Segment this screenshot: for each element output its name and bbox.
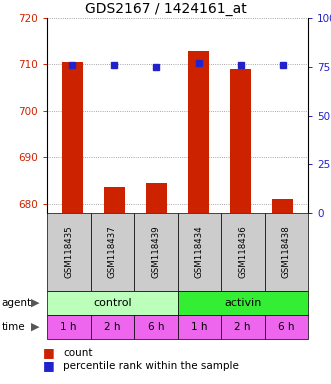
Text: GSM118434: GSM118434 (195, 226, 204, 278)
Text: time: time (2, 322, 25, 332)
Text: ■: ■ (43, 359, 55, 372)
Text: GSM118438: GSM118438 (282, 226, 291, 278)
Text: ▶: ▶ (30, 322, 39, 332)
Text: 1 h: 1 h (61, 322, 77, 332)
Text: GSM118437: GSM118437 (108, 226, 117, 278)
Bar (264, 213, 308, 291)
Bar (177, 213, 221, 291)
Bar (221, 315, 264, 339)
Bar (221, 213, 264, 291)
Bar (90, 315, 134, 339)
Bar (230, 69, 251, 213)
Text: GSM118439: GSM118439 (151, 226, 160, 278)
Bar (104, 187, 125, 213)
Text: GDS2167 / 1424161_at: GDS2167 / 1424161_at (85, 2, 246, 16)
Text: GSM118436: GSM118436 (238, 226, 247, 278)
Text: ■: ■ (43, 346, 55, 359)
Text: agent: agent (2, 298, 32, 308)
Text: ▶: ▶ (30, 298, 39, 308)
Bar (90, 213, 134, 291)
Text: 6 h: 6 h (148, 322, 164, 332)
Bar (264, 315, 308, 339)
Bar (47, 213, 90, 291)
Text: GSM118435: GSM118435 (64, 226, 73, 278)
Text: 2 h: 2 h (234, 322, 251, 332)
Bar (177, 291, 308, 315)
Text: 6 h: 6 h (278, 322, 295, 332)
Text: activin: activin (224, 298, 261, 308)
Bar (188, 51, 209, 213)
Bar (62, 62, 83, 213)
Bar (272, 199, 293, 213)
Bar (146, 183, 167, 213)
Bar (134, 315, 177, 339)
Text: 1 h: 1 h (191, 322, 208, 332)
Bar (47, 291, 177, 315)
Text: 2 h: 2 h (104, 322, 120, 332)
Text: count: count (63, 348, 92, 358)
Bar (177, 315, 221, 339)
Bar (134, 213, 177, 291)
Text: percentile rank within the sample: percentile rank within the sample (63, 361, 239, 371)
Bar (47, 315, 90, 339)
Text: control: control (93, 298, 131, 308)
